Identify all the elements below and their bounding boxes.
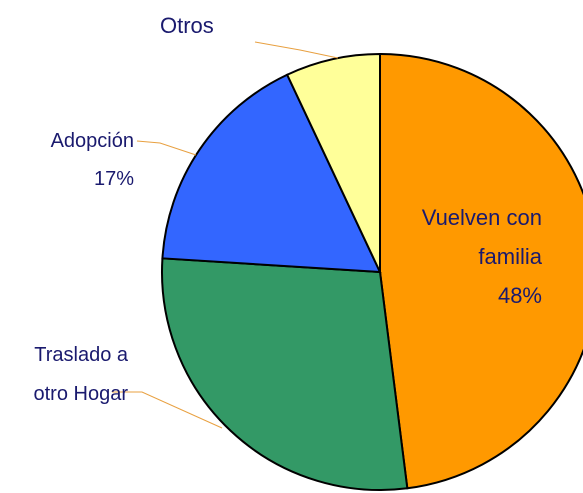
slice-name: Adopción	[50, 130, 134, 152]
leader-line	[112, 391, 223, 429]
slice-value: 17%	[93, 168, 134, 190]
pie-slice	[161, 73, 382, 274]
pie-slice	[285, 52, 381, 273]
leader-line	[254, 41, 339, 59]
pie-slice	[161, 257, 409, 491]
leader-line	[136, 140, 197, 156]
slice-label: Adopción 17%	[10, 122, 134, 198]
slice-label: Vuelven con familia 48%	[420, 198, 542, 315]
pie-slice	[379, 52, 583, 490]
slice-value: 48%	[497, 283, 542, 308]
slice-label: Traslado a otro Hogar	[33, 344, 129, 405]
slice-name: Vuelven con familia	[421, 205, 542, 269]
slice-label: Otros	[160, 13, 214, 38]
